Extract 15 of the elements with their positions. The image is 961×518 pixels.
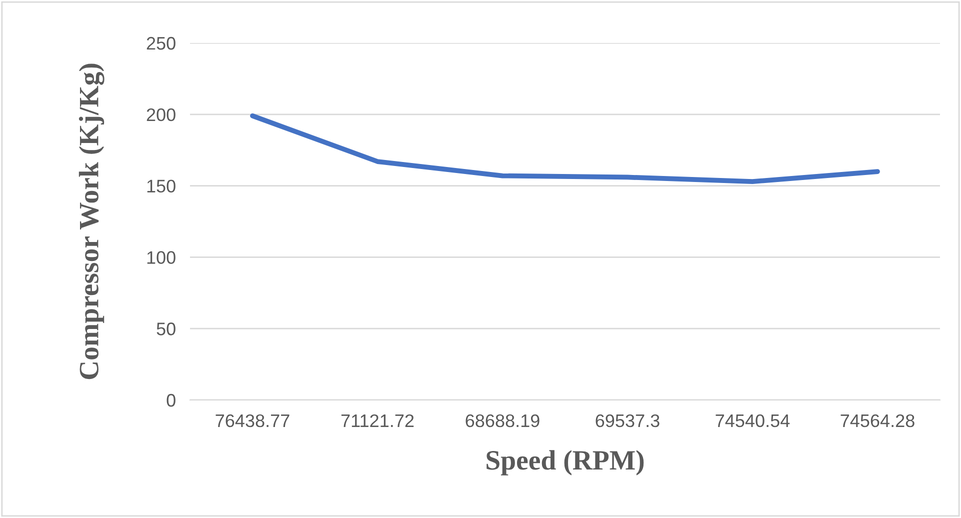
y-tick-label: 150 (147, 180, 176, 193)
x-tick-label: 71121.72 (341, 414, 414, 427)
x-tick-label: 68688.19 (466, 414, 540, 428)
y-tick-label: 200 (146, 108, 176, 122)
y-tick-label: 50 (156, 322, 176, 336)
y-tick-label: 250 (146, 36, 176, 50)
x-tick-label: 69537.3 (596, 414, 660, 428)
y-tick-label: 0 (166, 394, 176, 407)
x-tick-label: 74564.28 (840, 414, 914, 428)
x-axis-title: Speed (RPM) (486, 450, 644, 476)
y-axis-title: Compressor Work (Kj/Kg) (78, 64, 104, 380)
y-tick-label: 100 (147, 251, 176, 264)
x-tick-label: 76438.77 (216, 414, 290, 428)
x-tick-label: 74540.54 (716, 414, 790, 428)
line-series (250, 113, 880, 184)
